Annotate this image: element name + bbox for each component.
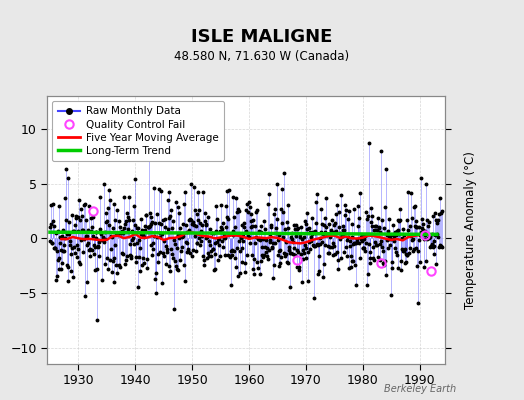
Text: 48.580 N, 71.630 W (Canada): 48.580 N, 71.630 W (Canada) xyxy=(174,50,350,63)
Legend: Raw Monthly Data, Quality Control Fail, Five Year Moving Average, Long-Term Tren: Raw Monthly Data, Quality Control Fail, … xyxy=(52,101,224,161)
Y-axis label: Temperature Anomaly (°C): Temperature Anomaly (°C) xyxy=(464,151,477,309)
Text: Berkeley Earth: Berkeley Earth xyxy=(384,384,456,394)
Text: ISLE MALIGNE: ISLE MALIGNE xyxy=(191,28,333,46)
